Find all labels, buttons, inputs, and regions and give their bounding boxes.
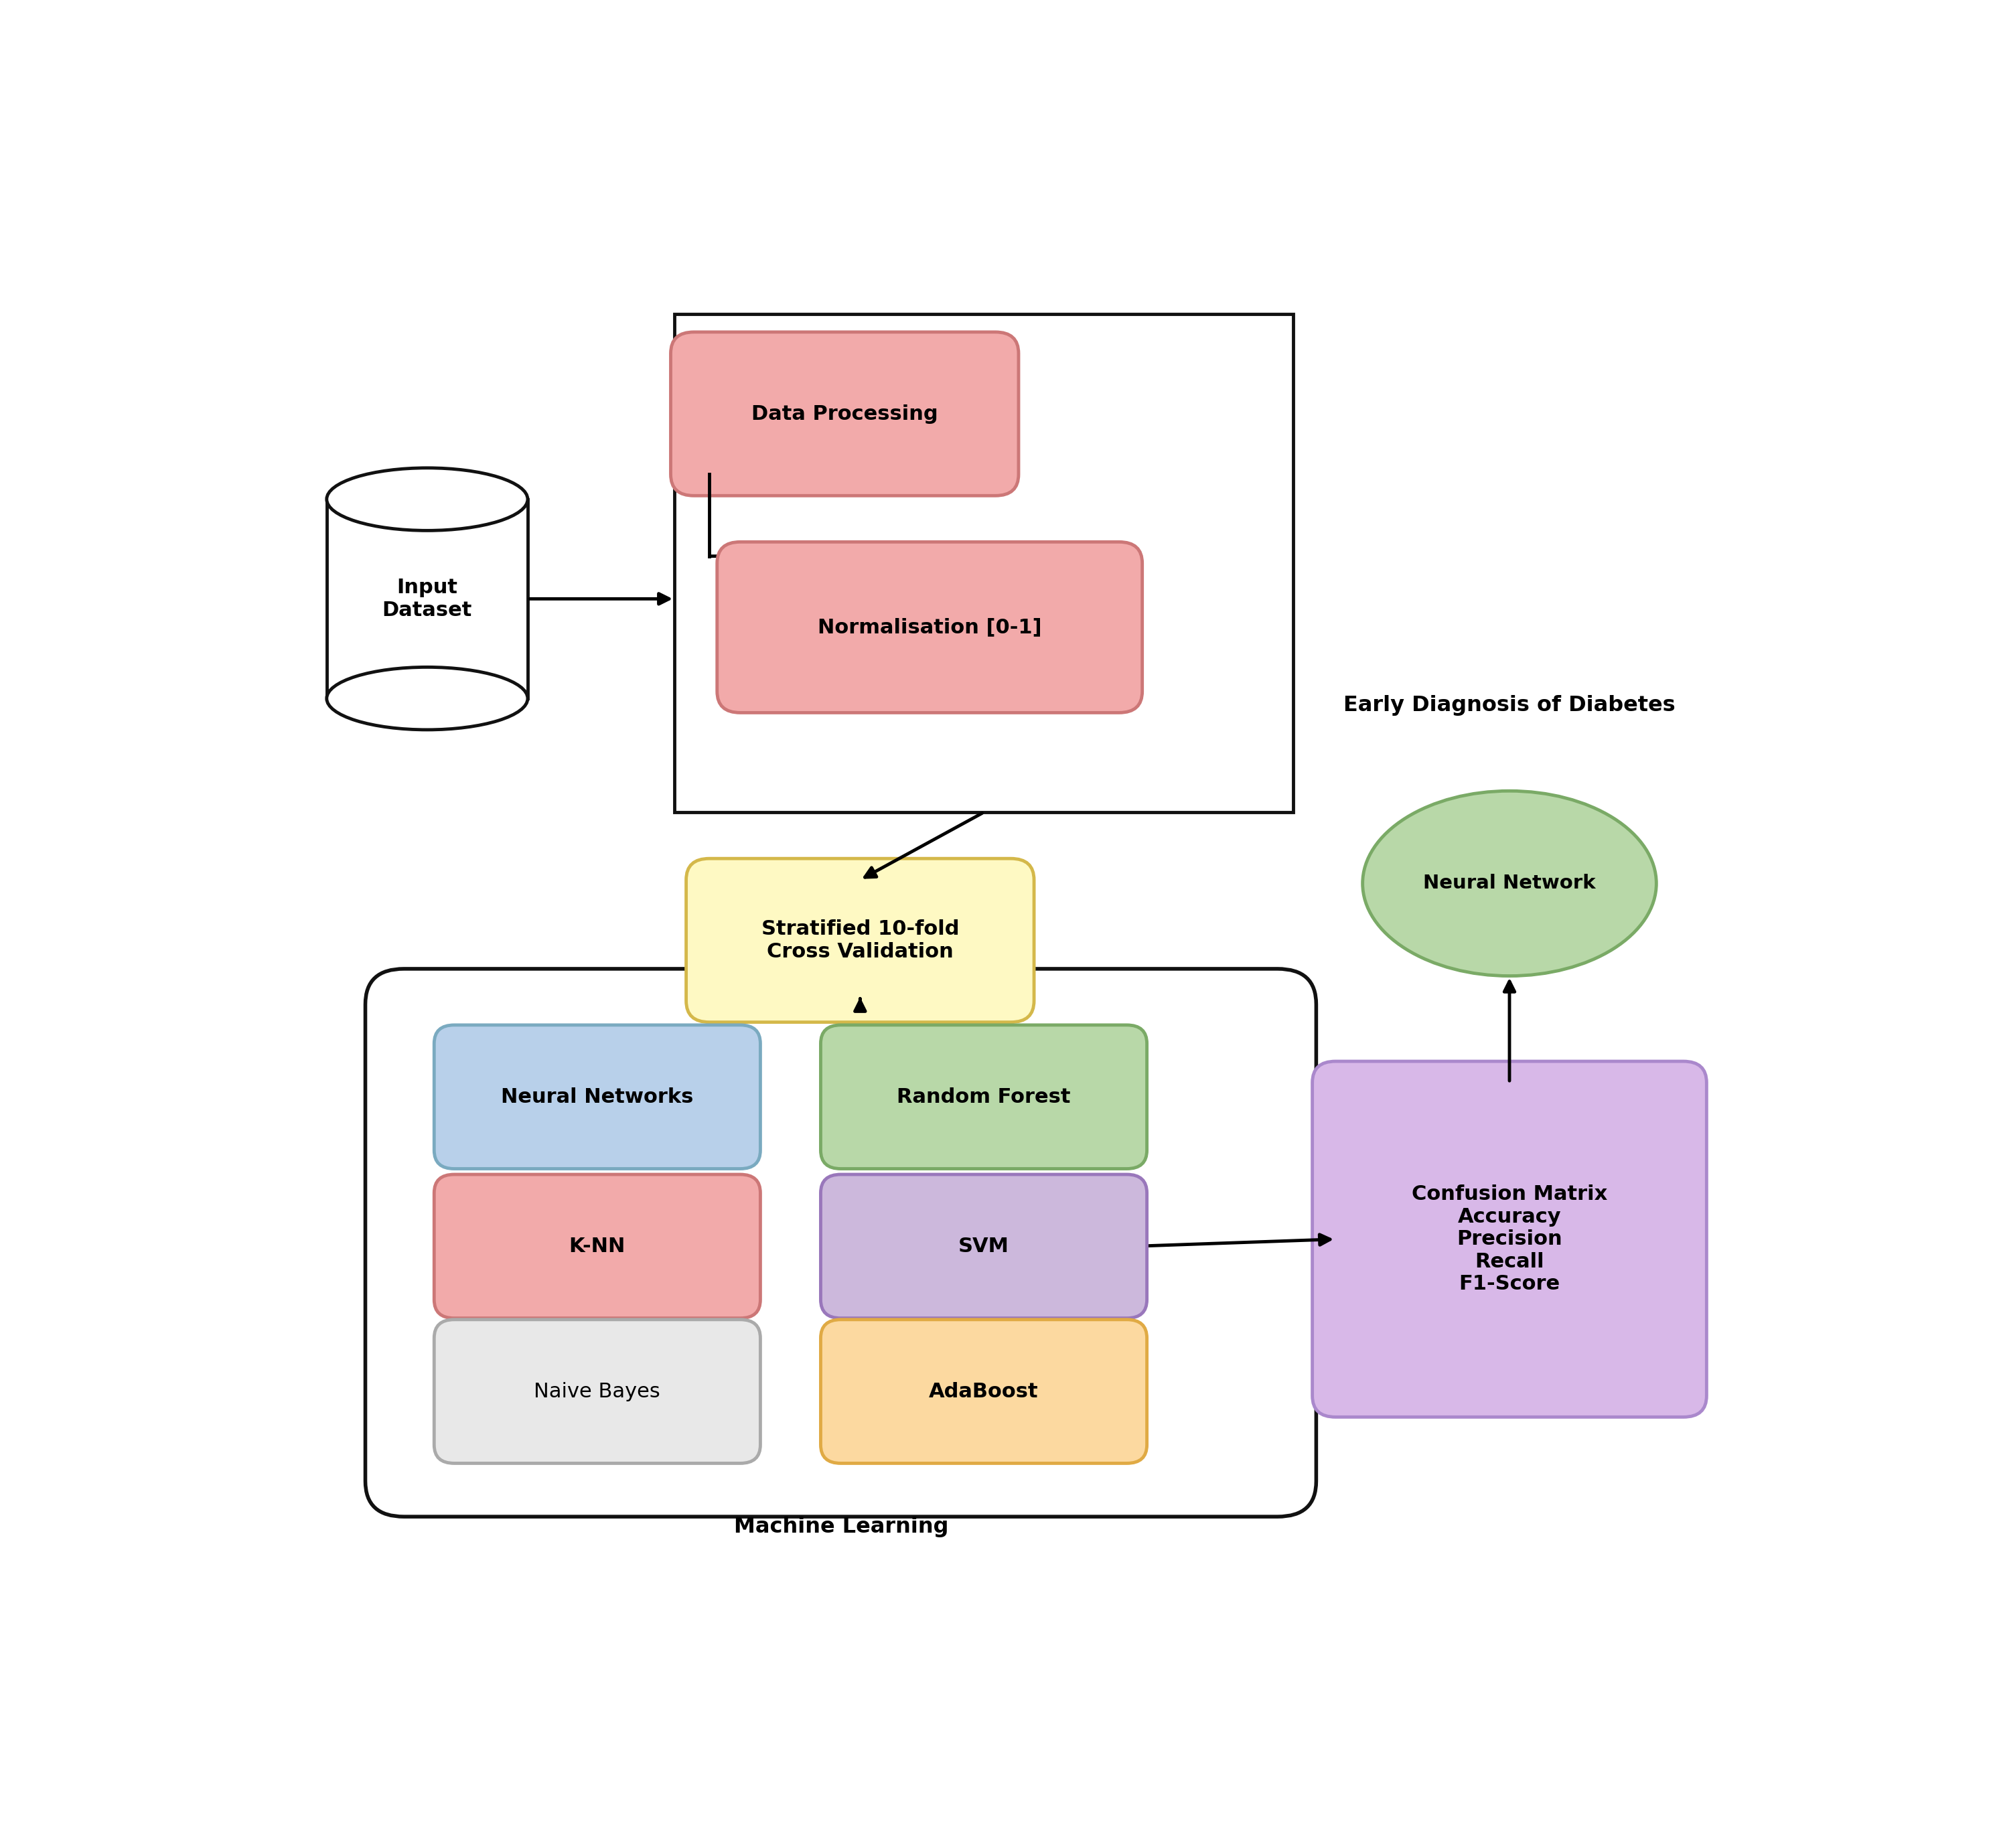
FancyBboxPatch shape: [820, 1026, 1147, 1168]
Text: AdaBoost: AdaBoost: [930, 1382, 1039, 1401]
FancyBboxPatch shape: [686, 859, 1033, 1022]
Bar: [674, 314, 1293, 813]
Text: Stratified 10-fold
Cross Validation: Stratified 10-fold Cross Validation: [762, 920, 960, 961]
Text: Data Processing: Data Processing: [752, 405, 938, 423]
Polygon shape: [327, 499, 527, 699]
FancyBboxPatch shape: [435, 1319, 760, 1464]
Ellipse shape: [327, 667, 527, 730]
Text: Neural Network: Neural Network: [1422, 874, 1596, 893]
FancyBboxPatch shape: [365, 968, 1317, 1517]
Ellipse shape: [327, 468, 527, 530]
Text: Confusion Matrix
Accuracy
Precision
Recall
F1-Score: Confusion Matrix Accuracy Precision Reca…: [1412, 1185, 1608, 1294]
Text: SVM: SVM: [958, 1236, 1009, 1257]
Text: Naive Bayes: Naive Bayes: [535, 1382, 660, 1401]
FancyBboxPatch shape: [1313, 1061, 1706, 1417]
FancyBboxPatch shape: [435, 1175, 760, 1318]
Text: Input
Dataset: Input Dataset: [383, 578, 473, 619]
FancyBboxPatch shape: [820, 1175, 1147, 1318]
Ellipse shape: [1363, 791, 1656, 976]
FancyBboxPatch shape: [670, 333, 1019, 495]
FancyBboxPatch shape: [820, 1319, 1147, 1464]
Text: Machine Learning: Machine Learning: [734, 1515, 950, 1538]
FancyBboxPatch shape: [716, 541, 1143, 713]
Text: K-NN: K-NN: [569, 1236, 626, 1257]
FancyBboxPatch shape: [435, 1026, 760, 1168]
Text: Random Forest: Random Forest: [898, 1087, 1071, 1107]
Text: Early Diagnosis of Diabetes: Early Diagnosis of Diabetes: [1343, 695, 1676, 715]
Text: Normalisation [0-1]: Normalisation [0-1]: [818, 617, 1041, 638]
Text: Neural Networks: Neural Networks: [501, 1087, 694, 1107]
